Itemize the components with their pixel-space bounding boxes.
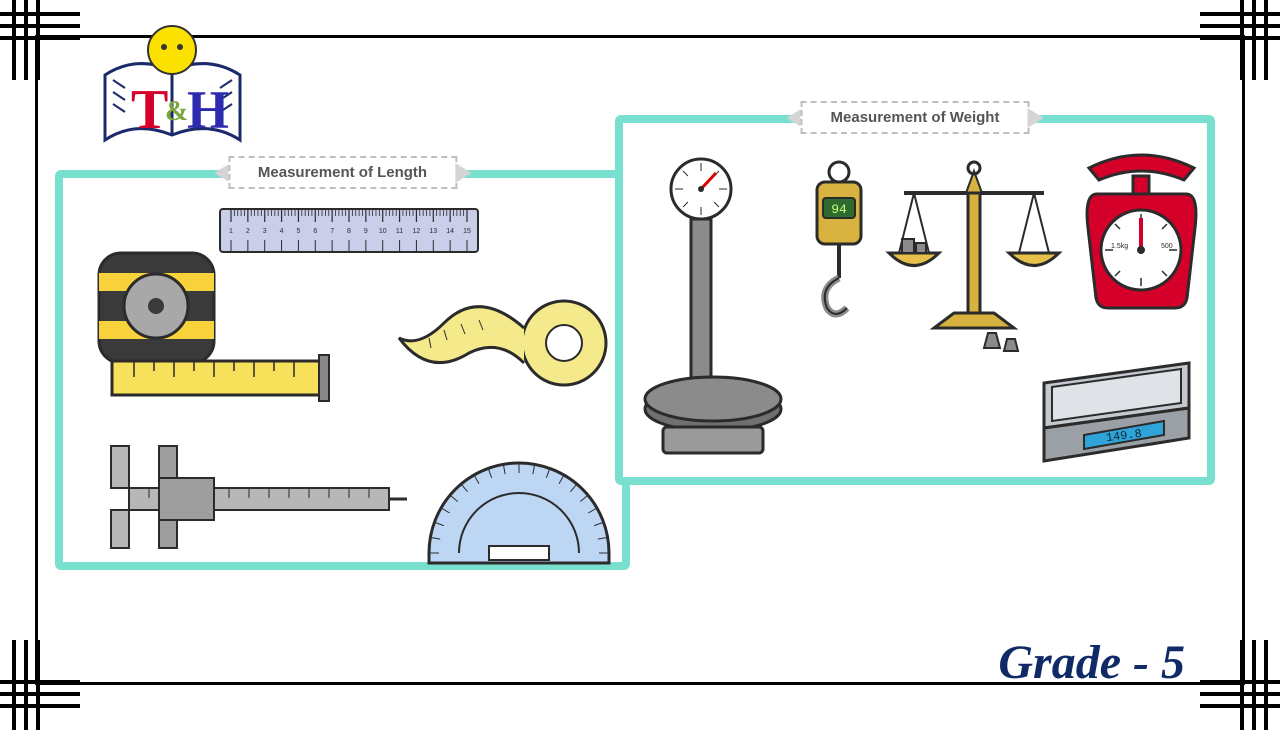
kitchen-scale-label-left: 1.5kg xyxy=(1111,243,1128,250)
logo-graphic: T & H xyxy=(95,20,250,165)
panel-length-title: Measurement of Length xyxy=(228,156,457,189)
hanging-scale-icon: 94 xyxy=(799,158,879,328)
svg-text:10: 10 xyxy=(379,228,387,235)
svg-text:3: 3 xyxy=(263,228,267,235)
svg-text:12: 12 xyxy=(413,228,421,235)
svg-text:8: 8 xyxy=(347,228,351,235)
kitchen-scale-icon: 1.5kg 500 xyxy=(1079,148,1204,313)
balance-scale-icon xyxy=(874,153,1074,363)
svg-text:4: 4 xyxy=(280,228,284,235)
digital-scale-icon: 149.8 xyxy=(1024,343,1209,473)
physician-scale-icon xyxy=(641,151,811,471)
ribbon-length: Measurement of Length xyxy=(214,156,471,189)
logo-letter-h: H xyxy=(187,80,229,140)
measuring-tape-icon xyxy=(389,268,619,408)
svg-text:2: 2 xyxy=(246,228,250,235)
grade-label: Grade - 5 xyxy=(998,635,1185,690)
svg-text:15: 15 xyxy=(463,228,471,235)
svg-text:1: 1 xyxy=(229,228,233,235)
hanging-scale-display: 94 xyxy=(831,202,847,217)
svg-text:13: 13 xyxy=(429,228,437,235)
svg-text:6: 6 xyxy=(313,228,317,235)
svg-text:14: 14 xyxy=(446,228,454,235)
panel-weight-title: Measurement of Weight xyxy=(801,101,1030,134)
svg-text:11: 11 xyxy=(396,228,403,235)
protractor-icon xyxy=(419,438,619,568)
svg-text:5: 5 xyxy=(296,228,300,235)
ribbon-weight: Measurement of Weight xyxy=(787,101,1044,134)
svg-text:9: 9 xyxy=(364,228,368,235)
logo-letter-t: T xyxy=(131,79,168,141)
logo-ampersand: & xyxy=(165,96,188,127)
panel-weight: Measurement of Weight 94 xyxy=(615,115,1215,485)
svg-text:7: 7 xyxy=(330,228,334,235)
panel-length: Measurement of Length 123456789101112131… xyxy=(55,170,630,570)
kitchen-scale-label-right: 500 xyxy=(1161,243,1173,250)
logo: T & H xyxy=(95,20,250,165)
caliper-icon xyxy=(99,438,409,558)
tape-measure-icon xyxy=(84,243,334,413)
